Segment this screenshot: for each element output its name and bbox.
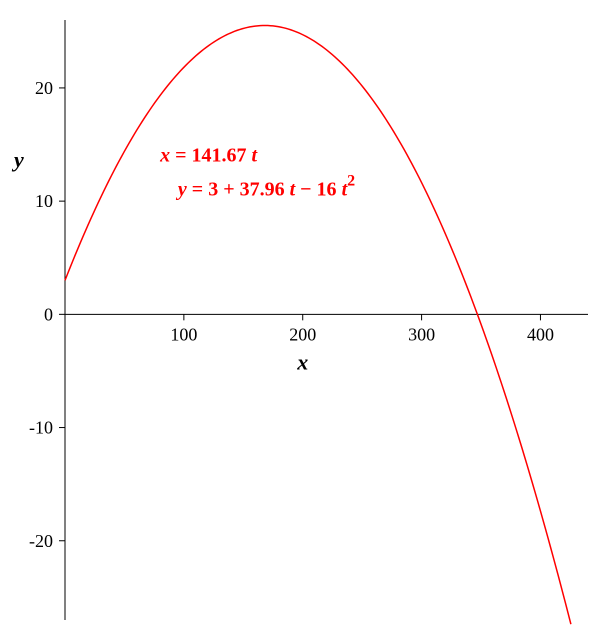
x-tick-label: 200 xyxy=(289,324,316,344)
parametric-chart: 100 200 300 400 x -20 -10 0 10 20 y x = 141.67 t y =… xyxy=(0,0,608,639)
equation-annotation-0: x = 141.67 t xyxy=(159,145,258,167)
y-tick-label: 20 xyxy=(35,78,53,98)
x-tick-label: 100 xyxy=(170,324,197,344)
y-tick-label: -10 xyxy=(29,418,53,438)
chart-container: 100 200 300 400 x -20 -10 0 10 20 y x = 141.67 t y =… xyxy=(0,0,608,639)
y-axis-label: y xyxy=(11,147,24,172)
y-tick-label: 10 xyxy=(35,191,53,211)
equation-annotation-1: y = 3 + 37.96 t − 16 t2 xyxy=(176,172,355,200)
y-tick-label: 0 xyxy=(44,304,53,324)
x-tick-label: 400 xyxy=(527,324,554,344)
y-tick-label: -20 xyxy=(29,531,53,551)
parametric-curve xyxy=(65,25,571,624)
x-tick-label: 300 xyxy=(408,324,435,344)
x-axis-label: x xyxy=(296,349,308,374)
